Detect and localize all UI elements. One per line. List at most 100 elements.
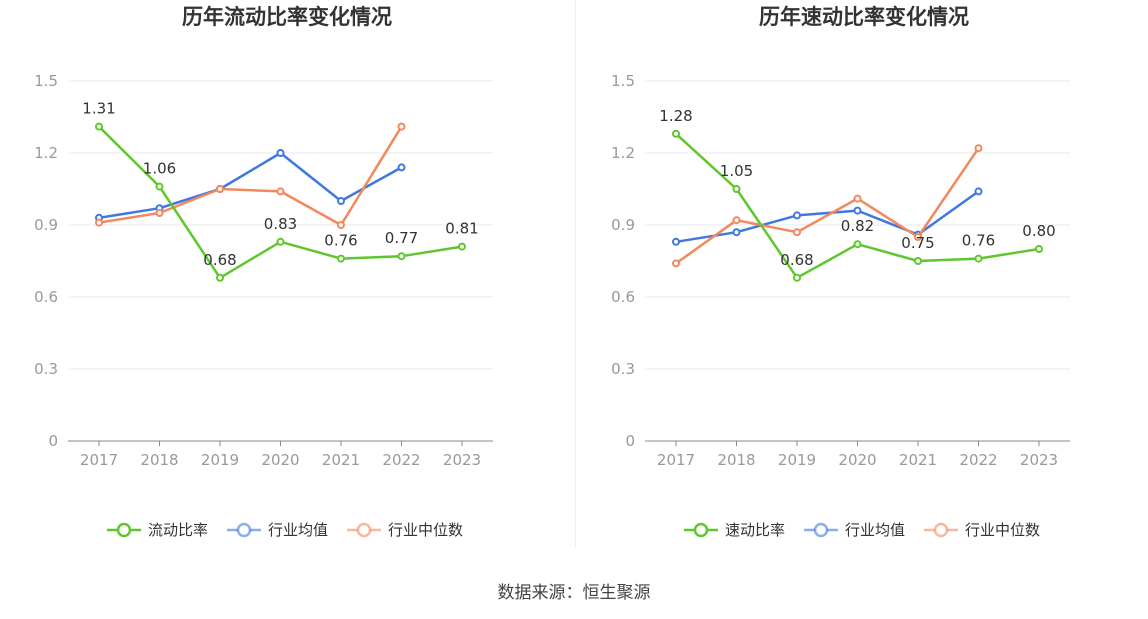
current-ratio-chart: 0 0.3 0.6 0.9 1.2 1.5 2017 2018 2019 2020 2021 2022… [34,72,493,539]
data-label: 0.76 [324,232,357,250]
panel-divider [575,0,576,548]
legend-item: 行业中位数 [347,521,463,539]
data-label: 0.82 [841,217,874,235]
legend-marker [933,522,949,538]
data-point [974,144,983,153]
y-tick-label: 0.3 [34,360,58,378]
legend-marker [813,522,829,538]
y-tick-label: 0.9 [34,216,58,234]
data-point [672,237,680,246]
y-tick-label: 1.2 [611,144,635,162]
series-line [675,132,1040,280]
data-point [216,273,224,282]
data-point [276,149,285,157]
legend-item: 行业均值 [227,521,328,539]
x-tick-label: 2023 [443,451,481,469]
x-tick-label: 2023 [1020,451,1058,469]
data-point [276,187,285,196]
chart-title: 历年流动比率变化情况 [182,5,392,29]
data-point [853,240,862,249]
y-tick-label: 1.5 [34,72,58,90]
data-point [155,182,164,191]
legend-marker [236,522,252,538]
data-point [853,194,862,203]
data-source: 数据来源：恒生聚源 [497,583,651,603]
data-label: 0.83 [264,215,297,233]
x-tick-label: 2019 [201,451,239,469]
legend-item: 速动比率 [684,521,785,539]
data-point [397,122,406,131]
legend-label: 流动比率 [148,521,208,539]
y-tick-label: 0.6 [34,288,58,306]
legend-item: 流动比率 [107,521,208,539]
data-point [672,259,680,268]
data-label: 0.68 [780,251,813,269]
data-label: 1.05 [720,162,753,180]
y-tick-label: 1.2 [34,144,58,162]
data-point [337,221,345,229]
data-point [95,122,103,131]
x-tick-label: 2022 [382,451,420,469]
y-tick-label: 0.9 [611,216,635,234]
x-tick-label: 2017 [80,451,118,469]
y-tick-label: 0.3 [611,360,635,378]
data-point [458,242,466,251]
y-tick-label: 0.6 [611,288,635,306]
data-point [853,206,862,215]
x-tick-label: 2022 [959,451,997,469]
quick-ratio-panel: 历年速动比率变化情况 0 0.3 0.6 0.9 1.2 1.5 2017 2018 2019 2… [577,0,1148,560]
x-tick-label: 2018 [140,451,178,469]
data-point [337,254,345,263]
data-label: 0.81 [445,220,478,238]
x-tick-label: 2017 [657,451,695,469]
legend-marker [356,522,372,538]
series-line [98,125,403,227]
legend-marker [116,522,132,538]
data-point [793,228,801,237]
data-point [793,273,801,282]
x-tick-label: 2019 [778,451,816,469]
legend-label: 行业均值 [845,521,905,539]
x-tick-label: 2020 [261,451,299,469]
data-point [337,197,345,205]
data-point [793,211,801,220]
legend-marker [693,522,709,538]
data-label: 0.75 [901,234,934,252]
legend-label: 行业中位数 [965,521,1040,539]
data-point [974,187,983,196]
x-tick-label: 2021 [899,451,937,469]
legend-label: 行业中位数 [388,521,463,539]
legend-item: 行业中位数 [924,521,1040,539]
series-line [98,151,403,220]
legend-label: 速动比率 [725,521,785,539]
data-point [914,257,922,265]
y-tick-label: 0 [48,432,58,450]
data-point [216,185,224,193]
data-label: 0.76 [962,232,995,250]
data-point [672,129,680,138]
data-point [732,185,741,193]
data-point [974,254,983,263]
data-point [732,216,741,225]
data-label: 1.31 [82,100,115,118]
x-tick-label: 2021 [322,451,360,469]
legend-item: 行业均值 [804,521,905,539]
data-label: 1.06 [143,160,176,178]
data-label: 0.80 [1022,222,1055,240]
data-point [276,237,285,246]
data-label: 0.68 [203,251,236,269]
data-label: 0.77 [385,229,418,247]
series-line [675,190,980,244]
x-tick-label: 2018 [717,451,755,469]
current-ratio-panel: 历年流动比率变化情况 0 0.3 0.6 0.9 1.2 1.5 2017 2018 2019 2… [0,0,574,560]
data-label: 1.28 [659,107,692,125]
y-tick-label: 1.5 [611,72,635,90]
series-line [675,147,980,265]
quick-ratio-chart: 0 0.3 0.6 0.9 1.2 1.5 2017 2018 2019 2020 2021 2022… [611,72,1070,539]
data-point [95,218,103,227]
chart-title: 历年速动比率变化情况 [759,5,969,29]
data-point [1035,245,1043,253]
data-point [914,233,922,241]
data-point [155,209,164,217]
data-point [397,163,406,172]
